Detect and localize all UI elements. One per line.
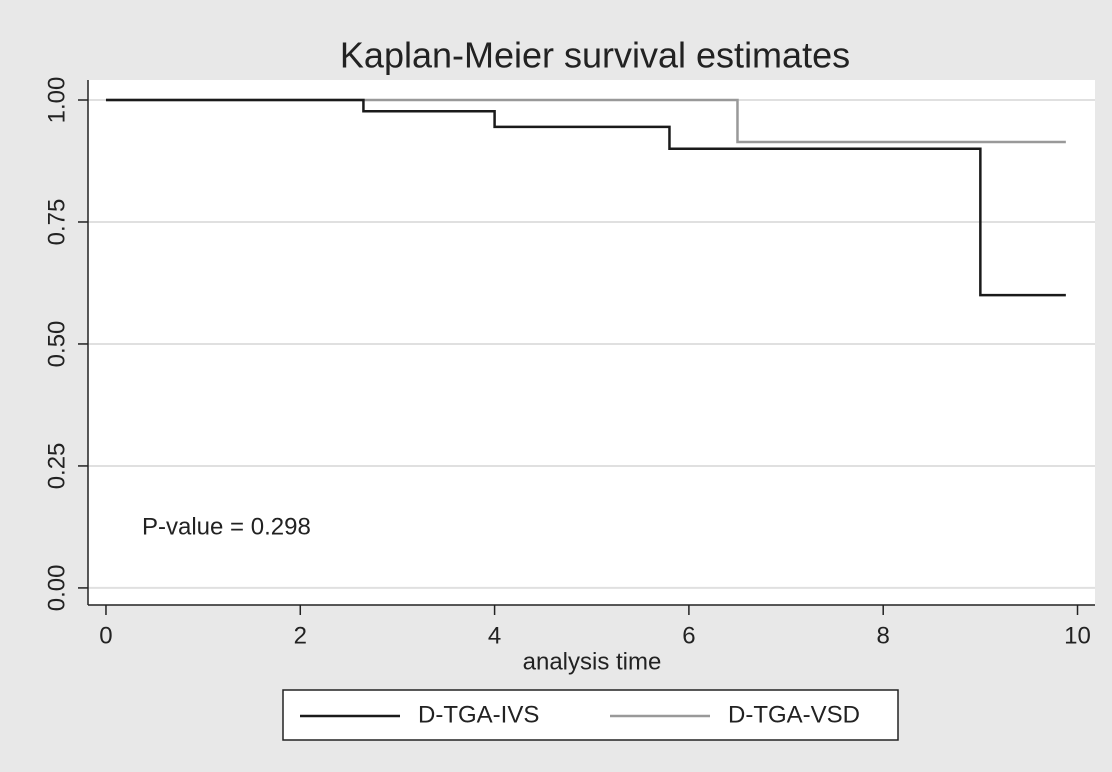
x-tick-label: 6 (682, 622, 695, 649)
plot-area (88, 80, 1095, 605)
annotation: P-value = 0.298 (142, 513, 311, 540)
legend-label: D-TGA-IVS (418, 701, 539, 728)
x-axis-label: analysis time (523, 648, 662, 675)
y-tick-label: 0.75 (43, 199, 70, 246)
y-tick-label: 0.50 (43, 321, 70, 368)
x-tick-label: 8 (877, 622, 890, 649)
survival-line (105, 98, 1066, 297)
x-tick-label: 4 (488, 622, 501, 649)
y-tick-label: 0.25 (43, 443, 70, 490)
x-tick-label: 10 (1064, 622, 1091, 649)
survival-line (105, 98, 1066, 144)
x-tick-label: 0 (99, 622, 112, 649)
legend-label: D-TGA-VSD (728, 701, 860, 728)
y-tick-label: 0.00 (43, 565, 70, 612)
chart-title: Kaplan-Meier survival estimates (340, 35, 850, 76)
x-tick-label: 2 (294, 622, 307, 649)
y-tick-label: 1.00 (43, 77, 70, 124)
